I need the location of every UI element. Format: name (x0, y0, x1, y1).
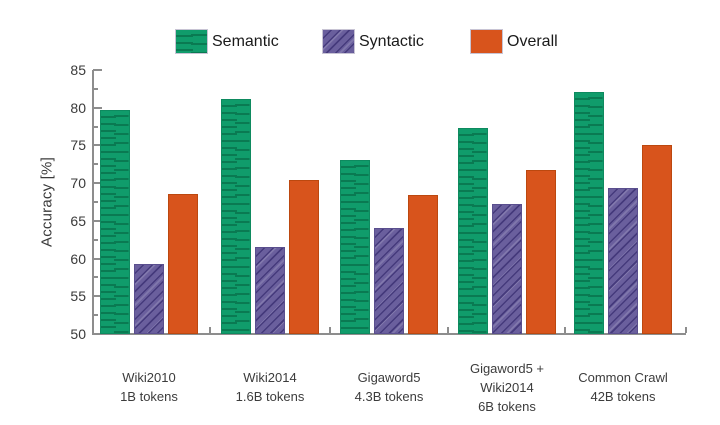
legend-item-syntactic: Syntactic (322, 29, 424, 54)
legend-item-overall: Overall (470, 29, 558, 54)
x-tick (92, 327, 94, 333)
legend-swatch-semantic (175, 29, 208, 54)
bar-overall-2 (408, 195, 438, 334)
y-major-tick (93, 333, 102, 335)
x-tick (685, 327, 687, 333)
y-major-tick (93, 257, 102, 260)
bar-syntactic-3 (492, 203, 522, 334)
y-major-tick (93, 295, 102, 298)
x-tick (208, 327, 211, 333)
y-minor-tick (93, 163, 98, 166)
bar-overall-3 (526, 170, 556, 334)
bar-semantic-3 (458, 128, 488, 334)
bar-semantic-0 (100, 109, 130, 334)
x-category-label-4: Common Crawl 42B tokens (578, 370, 668, 404)
legend-label-semantic: Semantic (212, 32, 279, 50)
legend-swatch-overall (470, 29, 503, 54)
y-major-tick (93, 69, 102, 71)
y-tick-label: 70 (70, 175, 86, 192)
bar-overall-0 (168, 193, 198, 334)
y-minor-tick (93, 87, 98, 90)
bar-syntactic-4 (608, 187, 638, 334)
y-tick-label: 55 (70, 288, 86, 305)
x-category-label-1: Wiki2014 1.6B tokens (235, 370, 305, 404)
y-minor-tick (93, 125, 98, 128)
y-major-tick (93, 106, 102, 109)
legend-label-syntactic: Syntactic (359, 32, 424, 50)
y-minor-tick (93, 238, 98, 241)
bar-overall-1 (289, 180, 319, 334)
legend-swatch-syntactic (322, 29, 355, 54)
y-tick-label: 50 (70, 326, 86, 342)
y-major-tick (93, 182, 102, 185)
bar-syntactic-1 (255, 246, 285, 334)
bar-syntactic-2 (374, 227, 404, 334)
x-category-label-0: Wiki2010 1B tokens (120, 370, 178, 404)
legend-item-semantic: Semantic (175, 29, 279, 54)
y-minor-tick (93, 314, 98, 317)
y-tick-label: 60 (70, 250, 86, 267)
x-category-label-3: Gigaword5 + Wiki2014 6B tokens (469, 360, 545, 414)
bar-semantic-4 (574, 91, 604, 334)
legend-label-overall: Overall (507, 32, 558, 50)
x-tick (564, 327, 566, 333)
x-tick (328, 327, 331, 333)
y-tick-label: 75 (70, 137, 86, 154)
y-major-tick (93, 144, 102, 147)
bar-syntactic-0 (134, 263, 164, 334)
y-minor-tick (93, 276, 98, 279)
y-major-tick (93, 219, 102, 222)
y-tick-label: 85 (70, 62, 86, 78)
x-axis-line (92, 333, 686, 335)
bar-overall-4 (642, 144, 672, 334)
bar-semantic-2 (340, 159, 370, 334)
y-minor-tick (93, 201, 98, 203)
y-axis-title: Accuracy [%] (38, 157, 56, 247)
y-tick-label: 80 (70, 99, 86, 116)
bar-semantic-1 (221, 99, 251, 334)
x-tick (447, 327, 449, 333)
y-tick-label: 65 (70, 212, 86, 229)
x-category-label-2: Gigaword5 4.3B tokens (354, 370, 424, 404)
